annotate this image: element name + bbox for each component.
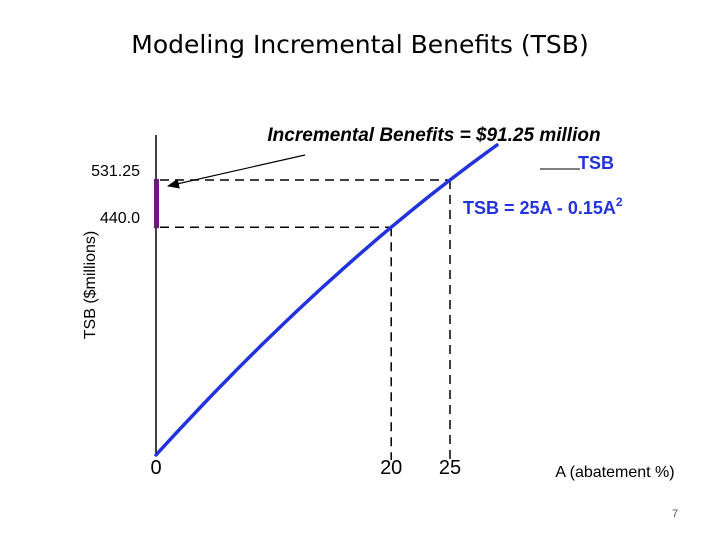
y-tick-labels: 531.25 440.0 <box>91 163 140 227</box>
x-tick-label-0: 0 <box>150 457 161 479</box>
tsb-curve <box>154 143 499 457</box>
slide-title: Modeling Incremental Benefits (TSB) <box>131 30 589 59</box>
y-tick-label-0: 531.25 <box>91 163 140 180</box>
tsb-formula: TSB = 25A - 0.15A2 <box>463 195 623 218</box>
y-axis-label: TSB ($millions) <box>82 231 99 339</box>
incremental-benefits-annotation: Incremental Benefits = $91.25 million <box>267 125 600 146</box>
series-label-tsb: TSB <box>578 153 614 173</box>
incremental-benefit-bar <box>154 179 159 229</box>
reference-lines <box>160 179 451 460</box>
annotation-arrow <box>167 154 306 189</box>
x-tick-label-1: 20 <box>380 457 402 479</box>
y-tick-label-1: 440.0 <box>100 210 140 227</box>
page-number: 7 <box>671 508 679 520</box>
formula-exponent: 2 <box>616 195 623 209</box>
formula-main: TSB = 25A - 0.15A <box>463 198 616 218</box>
x-axis-label: A (abatement %) <box>555 464 674 481</box>
x-tick-label-2: 25 <box>439 457 461 479</box>
x-tick-labels: 0 20 25 <box>150 457 461 479</box>
